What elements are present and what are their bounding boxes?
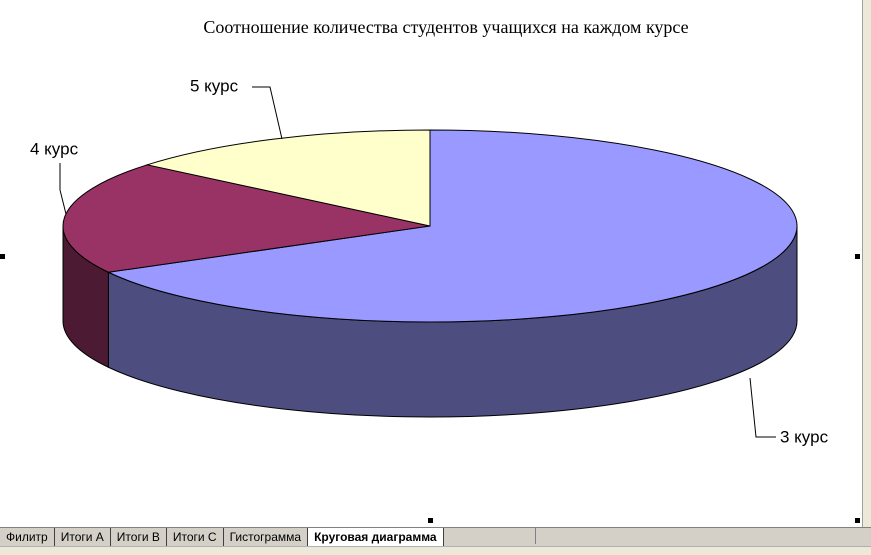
horizontal-scrollbar[interactable] xyxy=(535,528,871,544)
selection-handle[interactable] xyxy=(855,518,860,523)
toolbar-strip xyxy=(0,546,871,555)
chart: Соотношение количества студентов учащихс… xyxy=(30,17,829,446)
sheet-tab[interactable]: Итоги В xyxy=(111,528,167,546)
selection-handle[interactable] xyxy=(0,254,5,259)
leader-line xyxy=(749,377,776,438)
sheet-tab[interactable]: Гистограмма xyxy=(224,528,309,546)
sheet-tab[interactable]: Итоги С xyxy=(167,528,224,546)
chart-title: Соотношение количества студентов учащихс… xyxy=(203,17,688,37)
pie-slice xyxy=(145,129,431,227)
pie-slice xyxy=(62,164,431,273)
data-label: 3 курс xyxy=(780,427,829,446)
data-label: 4 курс xyxy=(30,139,79,158)
pie-slice xyxy=(106,129,798,323)
leader-line xyxy=(59,163,67,215)
leader-line xyxy=(252,86,283,140)
sheet-tab[interactable]: Итоги А xyxy=(55,528,111,546)
selection-handle[interactable] xyxy=(428,518,433,523)
data-label: 5 курс xyxy=(190,76,239,95)
sheet-tab[interactable]: Круговая диаграмма xyxy=(308,528,444,546)
selection-handle[interactable] xyxy=(855,254,860,259)
sheet-tab[interactable]: Филитр xyxy=(0,528,55,546)
window-edge xyxy=(862,0,871,527)
